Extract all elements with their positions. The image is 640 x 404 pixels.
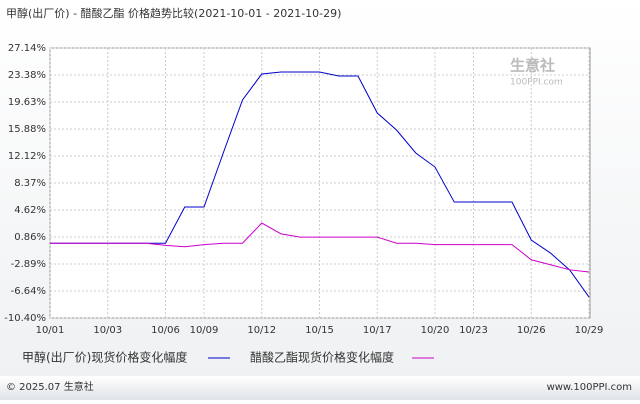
y-tick-label: -10.40% [4,313,46,324]
y-tick-label: -6.64% [11,286,46,297]
y-tick-label: 4.62% [14,205,46,216]
y-tick-label: 23.38% [8,70,46,81]
y-tick-label: 19.63% [8,97,46,108]
x-tick-label: 10/26 [517,325,546,336]
footer-bar [0,376,640,400]
y-tick-label: 15.88% [8,124,46,135]
x-tick-label: 10/03 [93,325,122,336]
series-line [50,222,590,273]
x-tick-label: 10/20 [421,325,450,336]
y-tick-label: 12.12% [8,151,46,162]
x-tick-label: 10/06 [151,325,180,336]
x-tick-label: 10/15 [305,325,334,336]
x-tick-label: 10/01 [36,325,65,336]
x-tick-label: 10/29 [575,325,604,336]
x-tick-label: 10/23 [459,325,488,336]
watermark: 100PPI.com [510,78,563,88]
footer-right: www.100PPI.com [547,382,632,393]
y-tick-label: -2.89% [11,259,46,270]
y-tick-label: 0.86% [14,232,46,243]
y-tick-label: 8.37% [14,178,46,189]
x-tick-label: 10/09 [190,325,219,336]
y-tick-label: 27.14% [8,43,46,54]
x-tick-label: 10/12 [247,325,276,336]
legend-label: 醋酸乙酯现货价格变化幅度 [250,350,394,365]
legend-label: 甲醇(出厂价)现货价格变化幅度 [22,350,187,365]
chart-title: 甲醇(出厂价) - 醋酸乙酯 价格趋势比较(2021-10-01 - 2021-… [6,6,341,20]
x-tick-label: 10/17 [363,325,392,336]
footer-left: © 2025.07 生意社 [6,380,94,393]
watermark: 生意社 [510,57,555,75]
